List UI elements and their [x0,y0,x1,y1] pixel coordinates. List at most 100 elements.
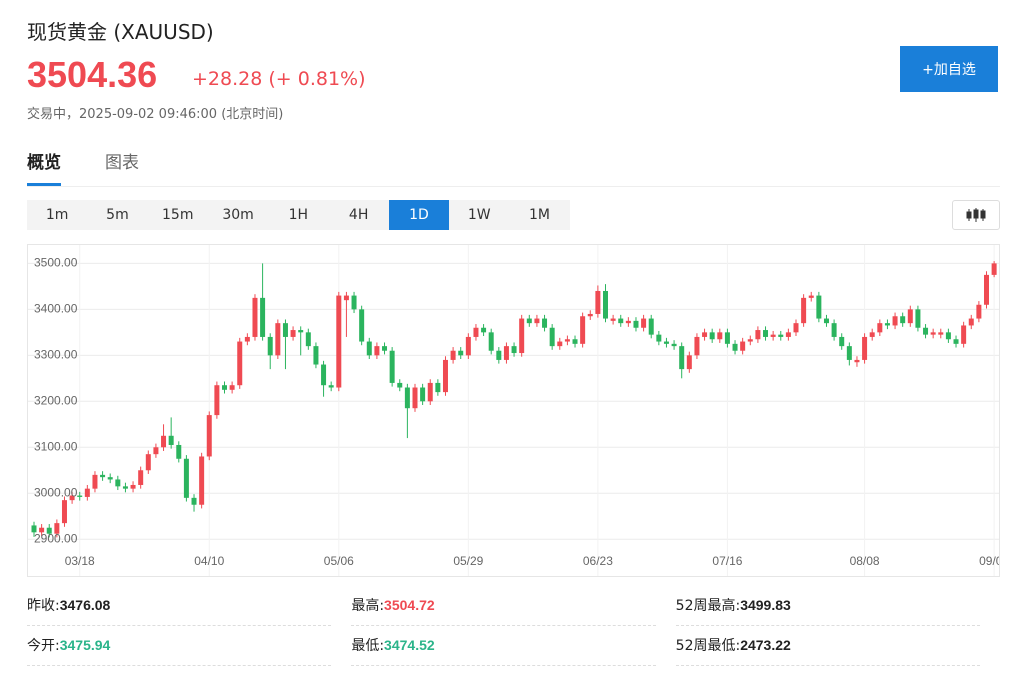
candle-body [671,343,677,347]
candle-body [31,525,37,533]
candle-body [46,527,52,534]
candle-body [450,350,456,360]
divider [27,186,1000,187]
candle-body [526,318,532,324]
interval-button[interactable]: 1M [529,207,551,223]
candle-body [511,346,517,354]
candle-body [343,295,349,301]
candle-body [115,479,121,487]
candle-body [915,309,921,328]
stats-row: 昨收:3476.08 最高:3504.72 52周最高:3499.83 [27,595,1000,626]
tabs: 概览 图表 [27,148,139,186]
candle-body [481,327,487,333]
candle-body [656,334,662,342]
candle-body [298,330,304,333]
candle-body [191,497,197,505]
candle-body [503,346,509,360]
candle-body [267,336,273,356]
stat-label: 52周最高: [675,598,741,614]
y-tick-label: 3200.00 [34,393,78,407]
candle-body [755,330,761,340]
stat-label: 今开: [27,638,60,654]
y-tick-label: 3300.00 [34,348,78,362]
candle-body [564,339,570,342]
candle-body [206,415,212,457]
interval-button[interactable]: 30m [222,207,254,223]
candle-body [686,355,692,370]
candle-body [397,382,403,388]
candle-body [694,336,700,356]
stat-label: 最低: [351,638,385,654]
stat-value: 2473.22 [740,637,791,653]
interval-button[interactable]: 1H [288,207,309,223]
candle-body [961,325,967,344]
interval-button[interactable]: 1W [467,207,491,223]
candle-body [923,327,929,335]
candle-body [732,343,738,351]
candle-body [542,318,548,328]
candle-body [321,364,327,386]
candle-body [237,341,243,386]
candle-body [282,323,288,337]
candle-body [625,320,631,324]
candle-body [260,297,266,337]
candle-body [869,332,875,337]
candle-body [823,318,829,324]
candle-body [930,332,936,335]
interval-button[interactable]: 4H [348,207,369,223]
candle-body [435,382,441,393]
candle-body [442,359,448,393]
add-watchlist-button[interactable]: +加自选 [900,46,998,92]
candle-body [572,339,578,344]
candle-body [854,359,860,363]
candle-body [610,318,616,321]
interval-button[interactable]: 15m [162,207,194,223]
candle-body [778,334,784,337]
candle-body [953,339,959,344]
candle-body [222,385,227,390]
candle-body [763,330,769,337]
candle-body [465,336,471,356]
tab[interactable]: 概览 [27,148,61,186]
candle-body [69,495,75,501]
candle-body [549,327,555,347]
tab[interactable]: 图表 [105,153,139,173]
stat-label: 昨收: [27,598,60,614]
candle-body [839,336,845,347]
x-tick-label: 07/16 [712,554,742,568]
candle-body [404,387,410,409]
stats-row: 今开:3475.94 最低:3474.52 52周最低:2473.22 [27,635,1000,666]
candle-body [702,332,708,337]
candle-body [92,474,98,489]
candle-body [679,346,685,370]
candle-body [945,332,951,340]
candle-body [785,332,791,337]
candle-body [488,332,494,351]
candle-body [389,350,395,383]
candle-body [747,339,753,342]
candle-body [862,336,868,360]
interval-button[interactable]: 1m [45,207,69,223]
stat-value: 3476.08 [59,597,111,613]
stat: 昨收:3476.08 [27,595,332,626]
stat: 今开:3475.94 [27,635,332,666]
candle-body [663,341,669,344]
candle-body [633,320,639,328]
interval-button[interactable]: 5m [106,207,129,223]
candle-body [107,477,113,480]
candle-body [39,527,45,533]
stat: 最低:3474.52 [351,635,656,666]
candle-body [145,454,151,471]
price-change: +28.28 (+ 0.81%) [192,68,366,90]
title: 现货黄金 (XAUUSD) [27,20,214,44]
x-tick-label: 05/06 [324,554,354,568]
candle-body [938,332,944,335]
stat-label: 52周最低: [675,638,741,654]
candle-body [328,385,334,388]
candle-body [305,332,311,347]
chart-type-button[interactable] [952,200,1000,230]
interval-button[interactable]: 1D [388,200,450,230]
stat-label: 最高: [351,598,385,614]
candle-body [793,323,799,333]
